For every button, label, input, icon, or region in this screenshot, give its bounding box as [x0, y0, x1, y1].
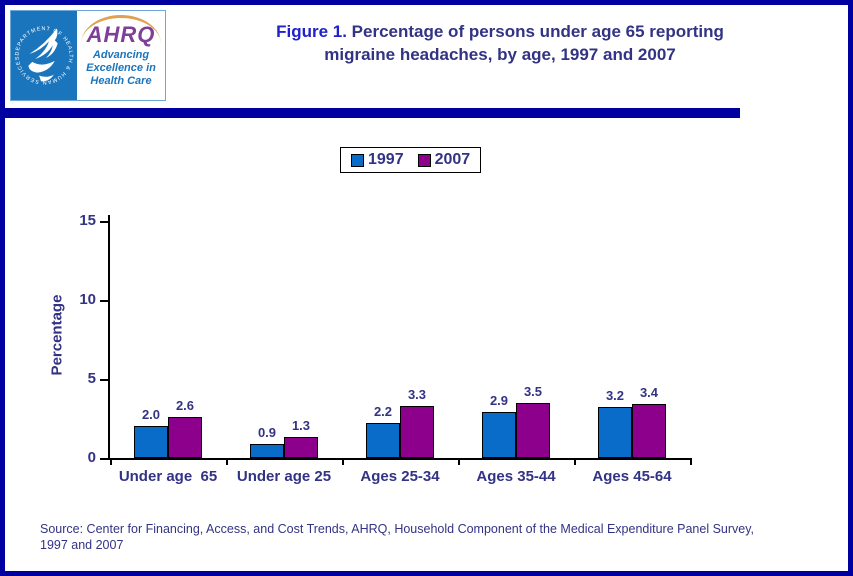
x-category-label: Ages 35-44 [476, 468, 556, 485]
value-label-2007-3: 3.5 [523, 384, 543, 399]
header-divider [5, 108, 740, 118]
y-tick [100, 300, 108, 302]
bar-2007-2 [400, 406, 434, 458]
ahrq-logo-text-panel: AHRQ Advancing Excellence in Health Care [77, 11, 165, 100]
ahrq-wordmark: AHRQ [86, 22, 156, 47]
value-label-2007-0: 2.6 [175, 398, 195, 413]
bar-2007-3 [516, 403, 550, 458]
legend-swatch-1997 [351, 153, 364, 167]
y-tick-label: 15 [79, 212, 96, 229]
legend-item-2007: 2007 [417, 151, 471, 169]
figure-number: Figure 1. [276, 22, 347, 41]
value-label-2007-4: 3.4 [639, 385, 659, 400]
bar-2007-4 [632, 404, 666, 458]
y-tick [100, 379, 108, 381]
x-tick [226, 460, 228, 465]
x-tick [690, 460, 692, 465]
chart-legend: 1997 2007 [340, 147, 482, 173]
bar-1997-1 [250, 444, 284, 458]
bar-2007-0 [168, 417, 202, 458]
ahrq-tagline: Advancing Excellence in Health Care [77, 49, 165, 88]
y-tick-label: 0 [87, 449, 96, 466]
x-category-label: Under age 25 [236, 468, 332, 485]
value-label-2007-1: 1.3 [291, 418, 311, 433]
value-label-1997-0: 2.0 [141, 407, 161, 422]
source-note-line2: 1997 and 2007 [40, 538, 124, 552]
value-label-2007-2: 3.3 [407, 387, 427, 402]
bar-1997-2 [366, 423, 400, 458]
legend-label: 1997 [368, 151, 404, 168]
bar-1997-3 [482, 412, 516, 458]
ahrq-arc-icon [81, 15, 161, 44]
y-axis-line [108, 215, 110, 460]
x-tick [574, 460, 576, 465]
bar-chart: Percentage 0 5 10 15 Under age 65 Under age 2… [5, 5, 848, 571]
x-category-label: Under age 65 [118, 468, 218, 485]
legend-label: 2007 [434, 151, 471, 168]
y-tick-label: 10 [79, 291, 96, 308]
value-label-1997-1: 0.9 [257, 425, 277, 440]
value-label-1997-3: 2.9 [489, 393, 509, 408]
x-tick [342, 460, 344, 465]
x-axis-line [108, 458, 692, 460]
source-note: Source: Center for Financing, Access, an… [40, 521, 830, 553]
hhs-eagle-icon: DEPARTMENT OF HEALTH & HUMAN SERVICES · … [11, 11, 77, 100]
y-tick [100, 221, 108, 223]
legend-item-1997: 1997 [351, 151, 404, 169]
y-tick-label: 5 [87, 370, 96, 387]
bar-1997-0 [134, 426, 168, 458]
ahrq-tagline-line2: Excellence in [86, 62, 156, 74]
value-label-1997-4: 3.2 [605, 388, 625, 403]
ahrq-tagline-line1: Advancing [92, 49, 150, 61]
figure-title-line1: Percentage of persons under age 65 repor… [346, 22, 724, 41]
source-note-line1: Source: Center for Financing, Access, an… [40, 522, 755, 536]
figure-title: Figure 1. Percentage of persons under ag… [180, 20, 820, 66]
bar-1997-4 [598, 407, 632, 458]
x-category-label: Ages 45-64 [592, 468, 672, 485]
x-category-label: Ages 25-34 [360, 468, 440, 485]
x-tick [458, 460, 460, 465]
value-label-1997-2: 2.2 [373, 404, 393, 419]
figure-title-line2: migraine headaches, by age, 1997 and 200… [324, 45, 676, 64]
x-tick [110, 460, 112, 465]
y-tick [100, 458, 108, 460]
legend-swatch-2007 [417, 153, 431, 167]
ahrq-tagline-line3: Health Care [90, 75, 152, 87]
bar-2007-1 [284, 437, 318, 458]
ahrq-logo: DEPARTMENT OF HEALTH & HUMAN SERVICES · … [10, 10, 166, 101]
